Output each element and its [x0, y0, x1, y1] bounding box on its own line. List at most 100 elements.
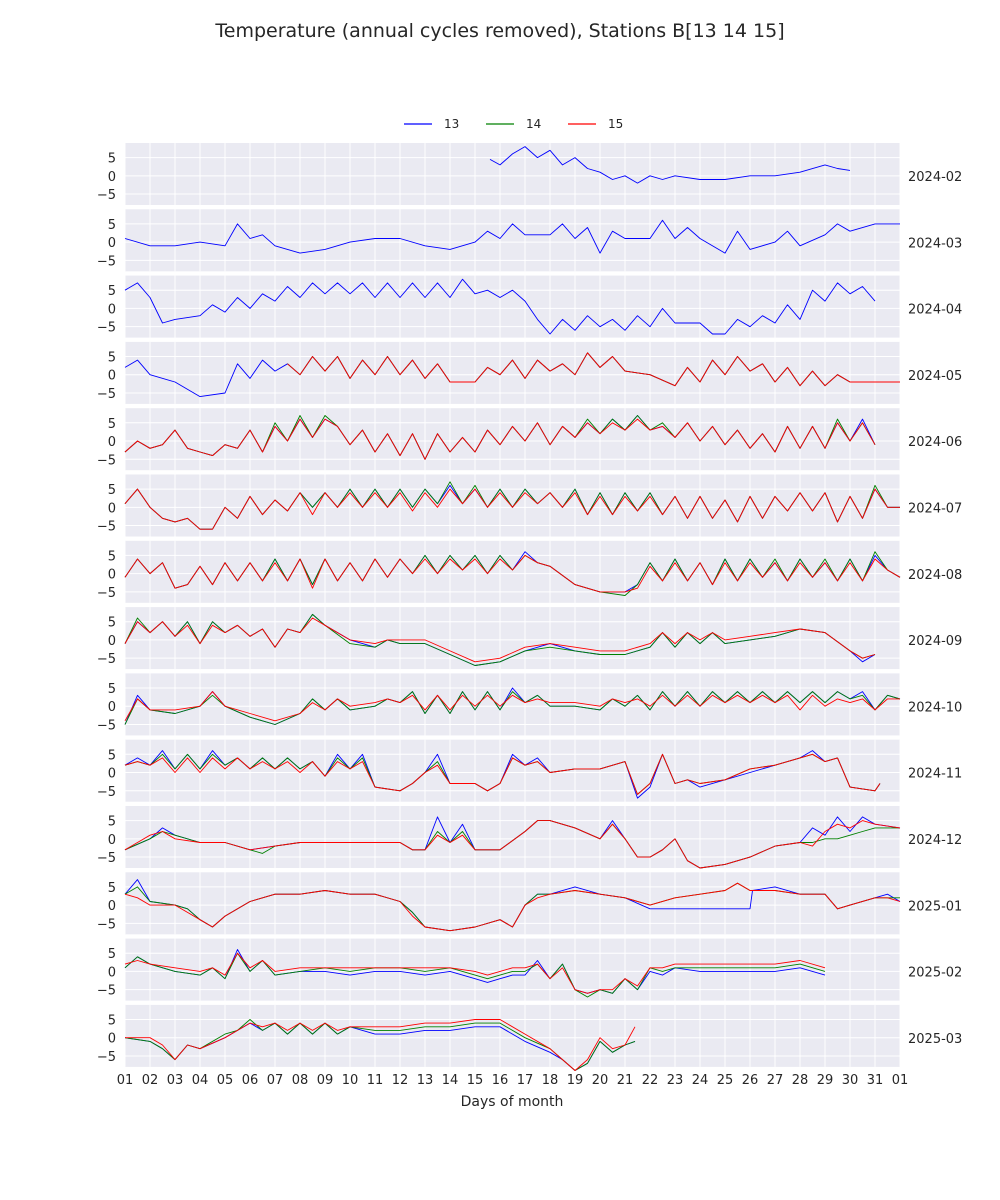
- series-line-15: [124, 820, 901, 869]
- y-tick-label: −5: [97, 1050, 116, 1065]
- facet-month-label: 2024-10: [908, 700, 962, 715]
- y-tick-label: −5: [97, 387, 116, 402]
- x-tick-label: 07: [267, 1073, 284, 1088]
- series-line-15: [125, 1019, 636, 1071]
- y-tick-label: −5: [97, 785, 116, 800]
- x-tick-label: 01: [892, 1073, 909, 1088]
- facet-month-label: 2025-02: [908, 966, 962, 981]
- x-tick-label: 23: [667, 1073, 684, 1088]
- panel-background: [125, 209, 900, 272]
- panel-background: [125, 673, 900, 736]
- series-line-13: [124, 949, 826, 994]
- series-line-13: [124, 219, 900, 254]
- x-tick-label: 15: [467, 1073, 484, 1088]
- facet-panel: 5 0 −5 2024-08: [97, 540, 962, 603]
- facet-month-label: 2025-01: [908, 899, 962, 914]
- x-tick-label: 14: [442, 1073, 459, 1088]
- x-tick-label: 17: [517, 1073, 534, 1088]
- panel-background: [125, 806, 900, 868]
- facet-month-label: 2025-03: [908, 1032, 962, 1047]
- panel-background: [125, 938, 900, 1001]
- y-tick-label: −5: [97, 586, 116, 601]
- y-tick-label: 5: [108, 947, 116, 962]
- panel-background: [125, 474, 900, 537]
- y-tick-label: 0: [108, 899, 116, 914]
- series-line-15: [124, 418, 876, 460]
- facet-panel: 5 0 −5 2024-07: [97, 474, 962, 537]
- x-tick-label: 29: [817, 1073, 834, 1088]
- facet-panel: 5 0 −5 2024-11: [97, 739, 962, 802]
- legend: 13 14 15: [404, 117, 623, 131]
- y-tick-label: −5: [97, 254, 116, 269]
- y-tick-label: −5: [97, 851, 116, 866]
- y-tick-label: 5: [108, 815, 116, 830]
- x-tick-label: 27: [767, 1073, 784, 1088]
- x-tick-label: 11: [367, 1073, 384, 1088]
- y-tick-label: −5: [97, 652, 116, 667]
- x-tick-label: 19: [567, 1073, 584, 1088]
- facet-month-label: 2024-04: [908, 303, 962, 318]
- series-line-13: [124, 278, 876, 335]
- y-tick-label: 0: [108, 369, 116, 384]
- panel-background: [125, 275, 900, 338]
- series-line-15: [287, 352, 900, 387]
- x-tick-label: 01: [117, 1073, 134, 1088]
- y-tick-label: 5: [108, 549, 116, 564]
- y-tick-label: 0: [108, 833, 116, 848]
- facet-month-label: 2024-12: [908, 833, 962, 848]
- y-tick-label: 0: [108, 501, 116, 516]
- y-tick-label: −5: [97, 984, 116, 999]
- x-tick-label: 04: [192, 1073, 209, 1088]
- x-tick-label: 18: [542, 1073, 559, 1088]
- x-tick-label: 22: [642, 1073, 659, 1088]
- x-tick-label: 31: [867, 1073, 884, 1088]
- facet-panel: 5 0 −5 2024-10: [97, 673, 962, 736]
- series-line-15: [124, 691, 900, 722]
- y-tick-label: 0: [108, 965, 116, 980]
- facet-month-label: 2024-02: [908, 170, 962, 185]
- y-tick-label: 5: [108, 417, 116, 432]
- x-tick-label: 16: [492, 1073, 509, 1088]
- y-tick-label: 5: [108, 1013, 116, 1028]
- panel-background: [125, 341, 900, 404]
- facet-panel: 5 0 −5 2024-05: [97, 341, 962, 404]
- facet-month-label: 2024-05: [908, 369, 962, 384]
- facet-panel: 5 0 −5 2025-02: [97, 938, 962, 1001]
- facet-month-label: 2024-03: [908, 236, 962, 251]
- y-tick-label: 5: [108, 284, 116, 299]
- facet-panel: 5 0 −5 2024-12: [97, 806, 962, 869]
- facet-month-label: 2024-06: [908, 435, 962, 450]
- panel-background: [125, 540, 900, 603]
- series-line-15: [124, 753, 881, 795]
- y-tick-label: 5: [108, 218, 116, 233]
- panel-background: [125, 408, 900, 471]
- y-tick-label: 0: [108, 634, 116, 649]
- y-tick-label: 5: [108, 616, 116, 631]
- legend-label-15: 15: [608, 117, 623, 131]
- legend-label-14: 14: [526, 117, 541, 131]
- y-tick-label: 5: [108, 881, 116, 896]
- x-tick-label: 08: [292, 1073, 309, 1088]
- chart-title: Temperature (annual cycles removed), Sta…: [215, 20, 785, 42]
- panel-background: [125, 143, 900, 205]
- x-tick-label: 26: [742, 1073, 759, 1088]
- y-tick-label: 0: [108, 568, 116, 583]
- series-line-14: [124, 613, 876, 666]
- x-tick-label: 24: [692, 1073, 709, 1088]
- facet-panel: 5 0 −5 2024-03: [97, 209, 962, 272]
- y-tick-label: −5: [97, 718, 116, 733]
- y-tick-label: 5: [108, 748, 116, 763]
- y-tick-label: 5: [108, 350, 116, 365]
- y-tick-label: 0: [108, 435, 116, 450]
- y-tick-label: 5: [108, 682, 116, 697]
- panel-background: [125, 1004, 900, 1067]
- y-tick-label: 0: [108, 767, 116, 782]
- y-tick-label: −5: [97, 453, 116, 468]
- legend-label-13: 13: [444, 117, 459, 131]
- series-line-15: [124, 488, 900, 530]
- facet-panel: 5 0 −5 2024-06: [97, 408, 962, 471]
- facet-panel: 5 0 −5 2024-02: [97, 143, 962, 205]
- y-tick-label: 0: [108, 170, 116, 185]
- x-tick-label: 13: [417, 1073, 434, 1088]
